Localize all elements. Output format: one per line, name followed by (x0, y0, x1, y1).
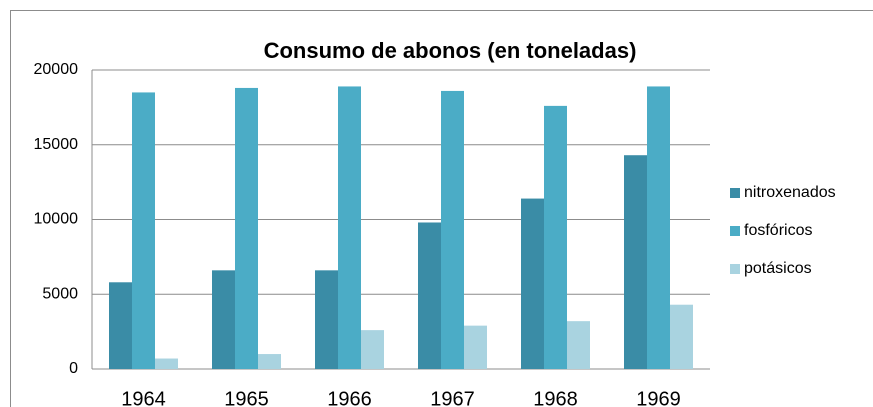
x-tick-label: 1964 (121, 388, 166, 407)
bar (521, 198, 544, 369)
bar (441, 90, 464, 370)
legend-swatch (730, 188, 740, 198)
bar (624, 155, 647, 369)
bar (109, 282, 132, 369)
legend-swatch (730, 264, 740, 274)
bar (361, 330, 384, 369)
bar (235, 87, 258, 369)
bar (418, 222, 441, 369)
bar (132, 92, 155, 370)
y-tick-label: 20000 (34, 61, 79, 78)
bar (315, 270, 338, 369)
bar (212, 270, 235, 369)
bar (258, 354, 281, 369)
x-tick-label: 1966 (327, 388, 372, 407)
bar (670, 304, 693, 369)
x-tick-label: 1965 (224, 388, 269, 407)
bar (155, 358, 178, 369)
bar (464, 325, 487, 369)
y-tick-label: 0 (69, 360, 78, 377)
legend-label: nitroxenados (744, 184, 836, 201)
x-tick-label: 1969 (636, 388, 681, 407)
legend-label: fosfóricos (744, 222, 812, 239)
y-tick-label: 5000 (42, 285, 78, 302)
y-tick-label: 15000 (34, 136, 79, 153)
bar (567, 321, 590, 369)
bar (647, 86, 670, 369)
x-tick-label: 1968 (533, 388, 578, 407)
y-tick-label: 10000 (34, 211, 79, 228)
chart-title: Consumo de abonos (en toneladas) (264, 38, 637, 63)
legend-label: potásicos (744, 260, 812, 277)
x-tick-label: 1967 (430, 388, 475, 407)
bar (338, 86, 361, 369)
legend-swatch (730, 226, 740, 236)
bar (544, 105, 567, 369)
